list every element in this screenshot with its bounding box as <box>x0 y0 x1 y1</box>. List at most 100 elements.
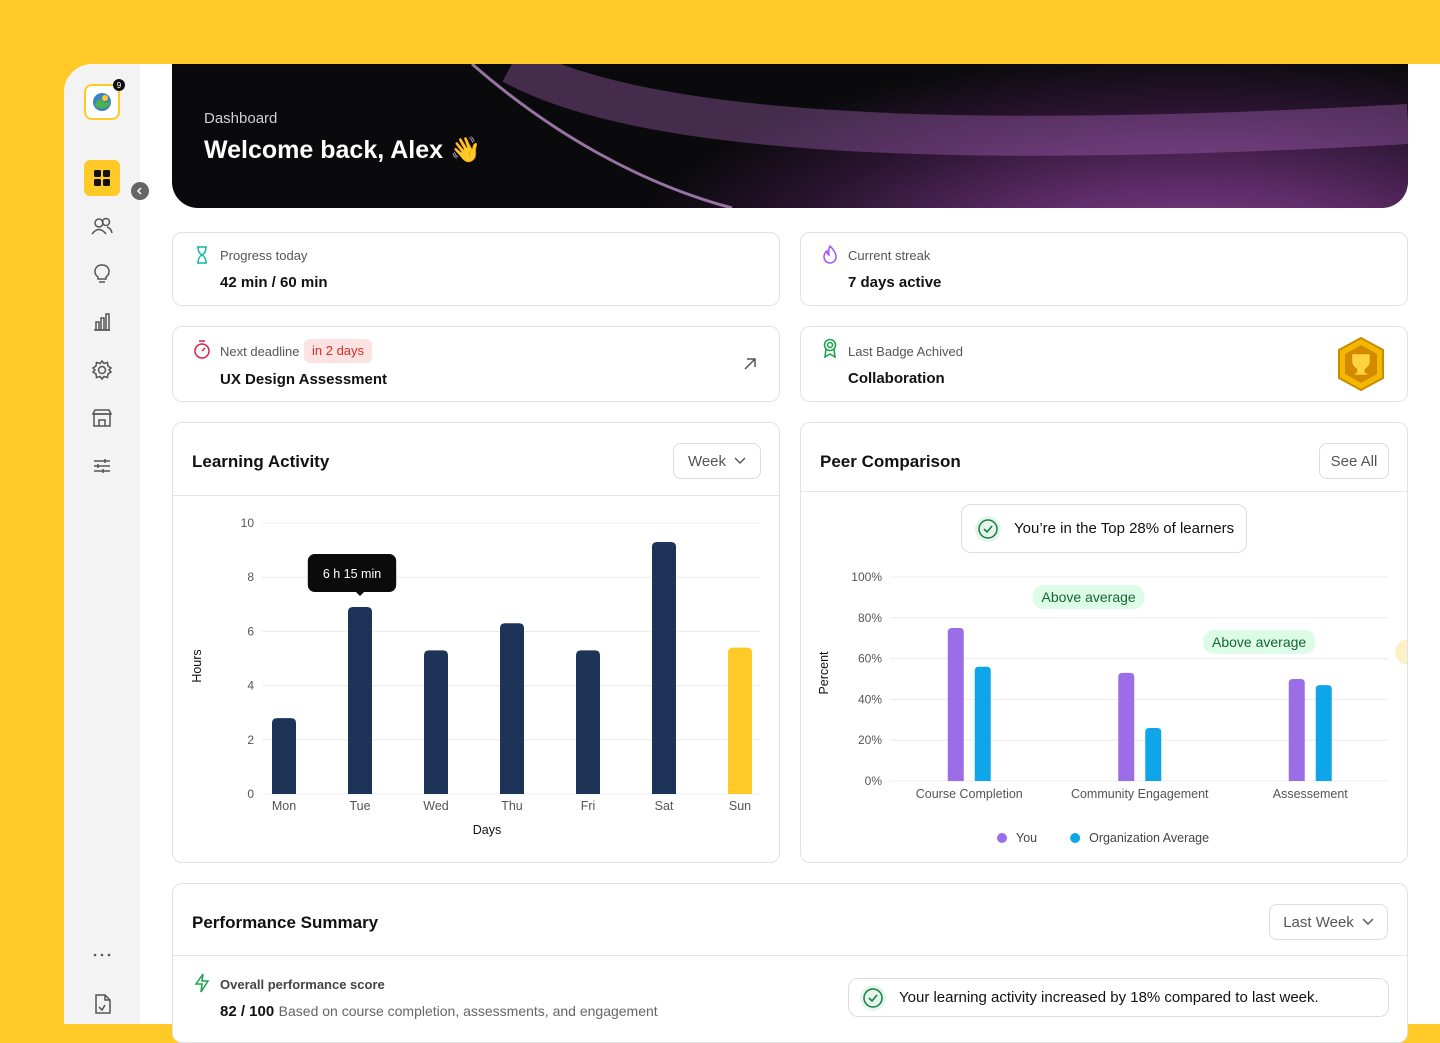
x-tick-label: Course Completion <box>916 787 1023 801</box>
welcome-title: Welcome back, Alex 👋 <box>204 136 482 164</box>
bar <box>1145 727 1162 781</box>
notification-badge: 9 <box>113 79 125 91</box>
icon <box>91 217 113 235</box>
bar <box>974 666 991 781</box>
timer-icon <box>194 340 210 359</box>
flame-icon <box>823 245 837 264</box>
stat-value: 7 days active <box>848 274 942 291</box>
filter-label: Last Week <box>1283 913 1354 931</box>
nav-analytics[interactable] <box>84 304 120 340</box>
nav-store[interactable] <box>84 400 120 436</box>
nav-settings[interactable] <box>84 352 120 388</box>
score-label: Overall performance score <box>220 977 385 992</box>
card-title: Learning Activity <box>192 452 330 471</box>
bar <box>576 650 600 794</box>
legend-label: You <box>1016 831 1037 845</box>
y-tick-label: 10 <box>241 516 255 530</box>
y-tick-label: 100% <box>851 570 882 584</box>
divider <box>173 955 1407 956</box>
divider <box>173 495 779 496</box>
icon <box>94 313 110 331</box>
rank-callout: You’re in the Top 28% of learners <box>961 504 1247 553</box>
performance-summary-card: Performance Summary Last Week Overall pe… <box>172 883 1408 1043</box>
x-tick-label: Tue <box>349 799 370 813</box>
period-filter[interactable]: Week <box>673 443 761 479</box>
y-tick-label: 60% <box>858 652 882 666</box>
stat-card: Last Badge Achived Collaboration <box>800 326 1408 402</box>
icon <box>94 170 110 186</box>
bar <box>728 647 752 794</box>
icon <box>93 953 111 957</box>
icon <box>95 994 111 1014</box>
tooltip: 6 h 15 min <box>307 554 397 593</box>
bar <box>947 628 964 781</box>
bar <box>272 718 296 794</box>
logo-icon <box>93 93 111 111</box>
x-tick-label: Fri <box>581 799 596 813</box>
score-description: Based on course completion, assessments,… <box>278 1003 658 1019</box>
nav-ideas[interactable] <box>84 256 120 292</box>
y-tick-label: 20% <box>858 733 882 747</box>
bar <box>424 650 448 794</box>
y-axis-label: Hours <box>190 649 204 682</box>
collapse-button[interactable] <box>131 182 149 200</box>
badge-icon <box>823 338 837 358</box>
lightning-icon <box>194 973 210 993</box>
card-title: Performance Summary <box>192 913 379 932</box>
hero-banner: Dashboard Welcome back, Alex 👋 <box>172 64 1408 208</box>
hourglass-icon <box>197 246 207 264</box>
stat-label: Next deadline <box>220 344 300 359</box>
bar <box>500 623 524 794</box>
breadcrumb: Dashboard <box>204 110 278 127</box>
bar <box>652 541 676 794</box>
stat-card[interactable]: Next deadline in 2 days UX Design Assess… <box>172 326 780 402</box>
y-tick-label: 2 <box>247 733 254 747</box>
stat-value: Collaboration <box>848 370 945 387</box>
bar <box>1315 685 1332 781</box>
x-axis-label: Days <box>473 823 501 837</box>
filter-label: Week <box>687 452 727 470</box>
annotation-text: Above average <box>1042 589 1136 605</box>
nav-more[interactable] <box>84 937 120 973</box>
score-value: 82 / 100 <box>220 1003 275 1020</box>
period-filter[interactable]: Last Week <box>1269 904 1388 940</box>
check-icon <box>860 984 886 1011</box>
chevron <box>734 457 746 464</box>
card-title: Peer Comparison <box>820 452 961 471</box>
stat-value: 42 min / 60 min <box>220 274 328 291</box>
open-arrow[interactable] <box>743 357 757 371</box>
icon <box>94 264 110 283</box>
nav-filters[interactable] <box>84 448 120 484</box>
y-tick-label: 40% <box>858 692 882 706</box>
stat-label: Progress today <box>220 248 308 263</box>
nav-community[interactable] <box>84 208 120 244</box>
insight-text: Your learning activity increased by 18% … <box>899 989 1319 1006</box>
chevron <box>1362 918 1374 925</box>
x-tick-label: Assessement <box>1273 787 1349 801</box>
badge-image <box>1338 336 1384 392</box>
callout-text: You’re in the Top 28% of learners <box>1014 520 1235 537</box>
logo[interactable] <box>84 84 120 120</box>
icon <box>91 359 113 381</box>
deadline-tag: in 2 days <box>304 339 373 363</box>
icon <box>136 187 142 195</box>
legend-swatch <box>1070 833 1081 843</box>
y-tick-label: 80% <box>858 611 882 625</box>
nav-dashboard[interactable] <box>84 160 120 196</box>
insight-banner: Your learning activity increased by 18% … <box>848 978 1389 1017</box>
y-tick-label: 0 <box>247 787 254 801</box>
nav-documents[interactable] <box>84 986 120 1022</box>
bar <box>1288 679 1305 781</box>
x-tick-label: Community Engagement <box>1071 787 1209 801</box>
divider <box>801 491 1407 492</box>
annotation-text: Above average <box>1212 634 1306 650</box>
sidebar <box>64 64 140 1024</box>
check-icon <box>975 515 1001 542</box>
icon <box>91 409 113 427</box>
bar <box>1118 672 1135 781</box>
stat-card: Progress today 42 min / 60 min <box>172 232 780 306</box>
tooltip-bg <box>307 554 397 593</box>
see-all-button[interactable]: See All <box>1319 443 1389 479</box>
y-axis-label: Percent <box>817 651 831 695</box>
y-tick-label: 6 <box>247 624 254 638</box>
